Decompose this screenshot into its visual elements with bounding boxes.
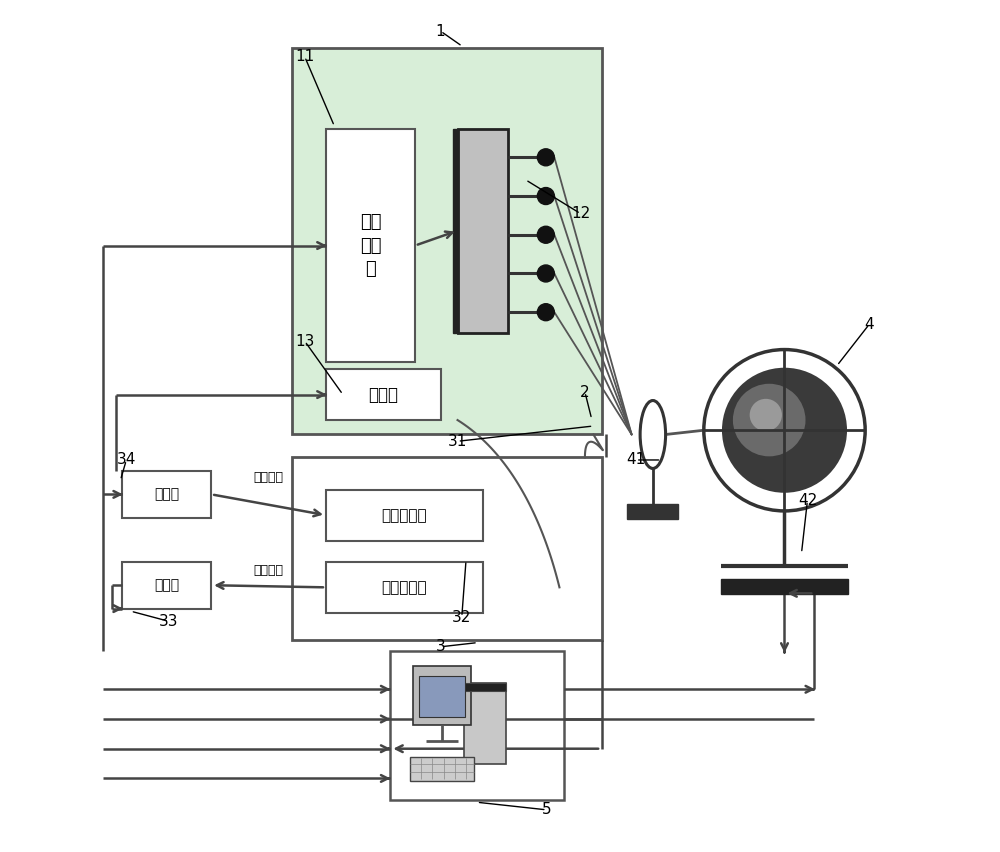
Text: 32: 32	[452, 609, 471, 625]
FancyBboxPatch shape	[326, 129, 415, 362]
Ellipse shape	[640, 400, 666, 469]
Text: 提供电压: 提供电压	[254, 471, 284, 484]
Text: 5: 5	[542, 803, 552, 817]
Text: 11: 11	[295, 49, 314, 64]
Ellipse shape	[750, 399, 782, 431]
FancyBboxPatch shape	[326, 490, 483, 541]
Text: 2: 2	[580, 384, 590, 400]
Ellipse shape	[722, 368, 847, 492]
Circle shape	[537, 265, 554, 282]
FancyBboxPatch shape	[453, 129, 458, 332]
FancyBboxPatch shape	[326, 561, 483, 613]
FancyBboxPatch shape	[292, 458, 602, 640]
Ellipse shape	[733, 383, 806, 457]
Text: 42: 42	[798, 493, 817, 509]
Text: 信号
发生
器: 信号 发生 器	[360, 213, 381, 278]
Text: 3: 3	[436, 639, 445, 654]
FancyBboxPatch shape	[410, 757, 474, 780]
Text: 电压源: 电压源	[154, 487, 179, 501]
FancyBboxPatch shape	[419, 676, 465, 717]
Text: 33: 33	[159, 613, 179, 629]
Circle shape	[537, 303, 554, 320]
FancyBboxPatch shape	[413, 666, 471, 725]
Text: 31: 31	[448, 434, 467, 449]
FancyBboxPatch shape	[326, 369, 441, 420]
Text: 光电二极管: 光电二极管	[382, 508, 427, 522]
Text: 1: 1	[436, 24, 445, 38]
Text: 单色价: 单色价	[368, 386, 398, 404]
FancyBboxPatch shape	[627, 504, 678, 520]
FancyBboxPatch shape	[464, 683, 506, 763]
FancyBboxPatch shape	[122, 471, 211, 518]
Text: 测量电流: 测量电流	[254, 564, 284, 577]
Circle shape	[537, 187, 554, 204]
Text: 13: 13	[295, 334, 314, 348]
Text: 41: 41	[626, 452, 646, 468]
FancyBboxPatch shape	[458, 129, 508, 332]
FancyBboxPatch shape	[122, 561, 211, 608]
Text: 12: 12	[571, 206, 590, 222]
FancyBboxPatch shape	[721, 579, 848, 594]
Text: 34: 34	[117, 452, 136, 468]
Text: 光电倍增管: 光电倍增管	[382, 580, 427, 595]
Circle shape	[704, 349, 865, 511]
Circle shape	[537, 149, 554, 166]
Text: 电压源: 电压源	[154, 579, 179, 592]
FancyBboxPatch shape	[292, 48, 602, 435]
Circle shape	[537, 227, 554, 244]
FancyBboxPatch shape	[464, 683, 506, 691]
FancyBboxPatch shape	[390, 651, 564, 800]
Text: 4: 4	[865, 317, 874, 331]
